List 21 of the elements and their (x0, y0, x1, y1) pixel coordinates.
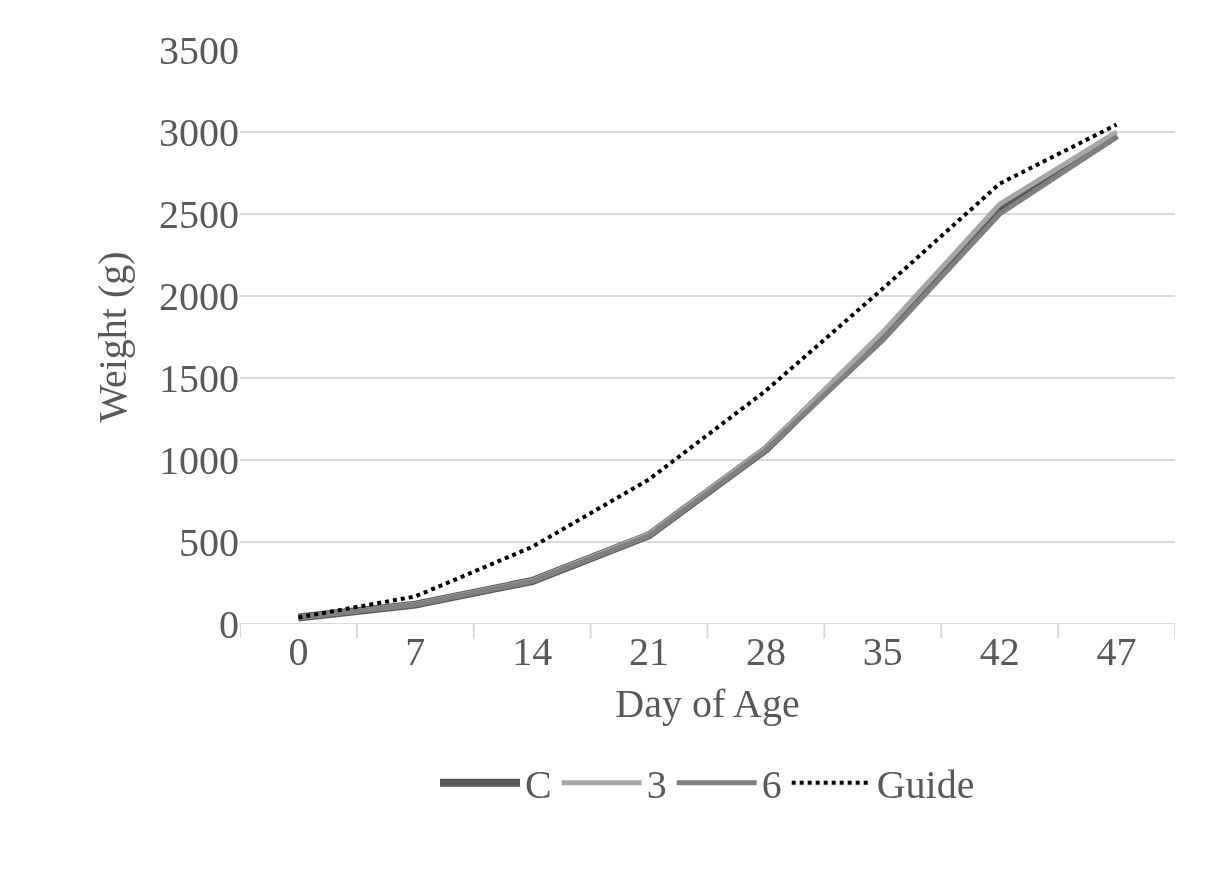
x-tick-label: 28 (745, 629, 786, 674)
legend-label: 6 (761, 762, 782, 808)
y-tick-label: 500 (179, 520, 239, 565)
x-tick-label: 35 (862, 629, 903, 674)
x-tick-label: 0 (288, 629, 309, 674)
y-tick-label: 2000 (159, 274, 239, 319)
y-tick-label: 3500 (159, 28, 239, 73)
y-tick-label: 2500 (159, 192, 239, 237)
y-tick-label: 3000 (159, 110, 239, 155)
x-tick-label: 14 (512, 629, 553, 674)
x-tick-label: 21 (629, 629, 670, 674)
x-axis-title: Day of Age (615, 680, 800, 726)
legend-label: Guide (876, 762, 975, 808)
y-axis-title: Weight (g) (89, 251, 135, 423)
y-tick-label: 1500 (159, 356, 239, 401)
legend-label: C (525, 762, 552, 808)
y-tick-label: 1000 (159, 438, 239, 483)
x-tick-label: 42 (979, 629, 1020, 674)
x-tick-label: 47 (1096, 629, 1137, 674)
legend-label: 3 (646, 762, 667, 808)
x-tick-label: 7 (405, 629, 426, 674)
